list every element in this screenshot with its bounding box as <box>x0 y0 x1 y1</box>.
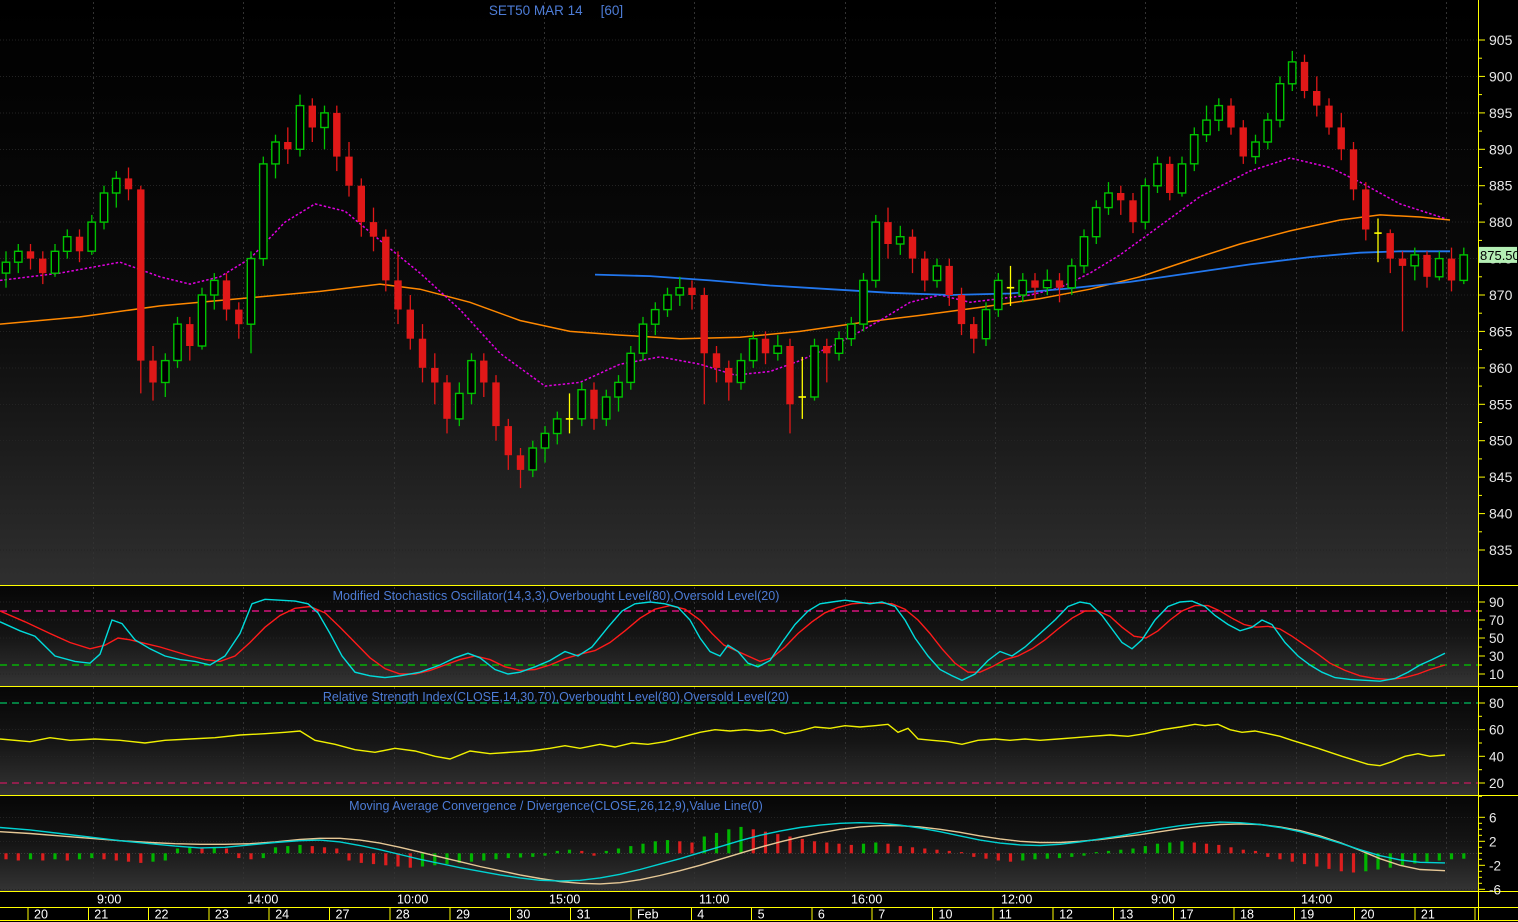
svg-text:27: 27 <box>336 908 350 922</box>
svg-text:20: 20 <box>34 908 48 922</box>
gridlines <box>0 2 1478 891</box>
svg-text:895: 895 <box>1489 105 1513 121</box>
svg-text:900: 900 <box>1489 68 1513 84</box>
svg-text:50: 50 <box>1489 631 1504 646</box>
svg-text:9:00: 9:00 <box>97 893 121 907</box>
svg-text:2: 2 <box>1489 834 1497 849</box>
svg-text:6: 6 <box>1489 810 1497 825</box>
svg-text:885: 885 <box>1489 178 1513 194</box>
svg-text:11: 11 <box>999 908 1012 922</box>
svg-text:28: 28 <box>396 908 410 922</box>
svg-text:880: 880 <box>1489 214 1513 230</box>
svg-text:6: 6 <box>818 908 825 922</box>
macd-axis: -6 -2 2 6 <box>1478 810 1501 897</box>
svg-text:905: 905 <box>1489 32 1513 48</box>
svg-text:-2: -2 <box>1489 858 1501 873</box>
svg-text:20: 20 <box>1361 908 1375 922</box>
svg-text:865: 865 <box>1489 323 1513 339</box>
svg-text:12: 12 <box>1059 908 1073 922</box>
svg-text:855: 855 <box>1489 396 1513 412</box>
svg-text:17: 17 <box>1180 908 1194 922</box>
candlesticks <box>1 50 1469 489</box>
svg-text:40: 40 <box>1489 749 1504 764</box>
svg-text:30: 30 <box>1489 649 1504 664</box>
last-price-badge: 875.50 <box>1479 246 1518 263</box>
svg-text:15:00: 15:00 <box>549 893 580 907</box>
svg-text:4: 4 <box>697 908 704 922</box>
svg-text:-6: -6 <box>1489 882 1501 897</box>
svg-text:21: 21 <box>94 908 108 922</box>
svg-text:Feb: Feb <box>637 908 659 922</box>
stochastic-axis: 10 30 50 70 90 <box>1478 595 1504 682</box>
svg-text:11:00: 11:00 <box>699 893 729 907</box>
stochastic-panel[interactable] <box>0 586 1478 686</box>
svg-text:10: 10 <box>1489 667 1504 682</box>
svg-text:10:00: 10:00 <box>397 893 428 907</box>
date-axis: 20 21 22 23 24 27 28 29 30 31 Feb 4 5 6 7 10 11 12 13 17 18 1… <box>27 908 1476 922</box>
svg-text:860: 860 <box>1489 360 1513 376</box>
svg-text:835: 835 <box>1489 542 1513 558</box>
svg-text:13: 13 <box>1119 908 1133 922</box>
time-axis: 9:00 14:00 10:00 15:00 11:00 16:00 12:00 9:00 14… <box>97 893 1332 907</box>
svg-text:840: 840 <box>1489 506 1513 522</box>
svg-text:80: 80 <box>1489 696 1504 711</box>
svg-text:24: 24 <box>275 908 289 922</box>
svg-text:29: 29 <box>456 908 470 922</box>
svg-text:31: 31 <box>577 908 591 922</box>
svg-text:19: 19 <box>1300 908 1314 922</box>
svg-text:875.50: 875.50 <box>1480 248 1518 263</box>
rsi-axis: 20 40 60 80 <box>1478 696 1504 797</box>
svg-text:60: 60 <box>1489 723 1504 738</box>
svg-text:90: 90 <box>1489 595 1504 610</box>
panel-separators <box>0 585 1518 921</box>
svg-text:890: 890 <box>1489 141 1513 157</box>
svg-text:845: 845 <box>1489 469 1513 485</box>
svg-text:12:00: 12:00 <box>1001 893 1032 907</box>
svg-text:16:00: 16:00 <box>851 893 882 907</box>
svg-text:14:00: 14:00 <box>247 893 278 907</box>
svg-text:9:00: 9:00 <box>1151 893 1175 907</box>
svg-text:70: 70 <box>1489 613 1504 628</box>
macd-series <box>0 821 1466 885</box>
svg-text:30: 30 <box>516 908 530 922</box>
svg-text:850: 850 <box>1489 433 1513 449</box>
price-panel[interactable] <box>0 0 1478 586</box>
svg-text:7: 7 <box>878 908 885 922</box>
svg-text:14:00: 14:00 <box>1301 893 1332 907</box>
moving-averages <box>0 157 1451 387</box>
svg-text:870: 870 <box>1489 287 1513 303</box>
svg-text:10: 10 <box>939 908 953 922</box>
svg-text:23: 23 <box>215 908 229 922</box>
svg-text:18: 18 <box>1240 908 1254 922</box>
svg-text:21: 21 <box>1421 908 1435 922</box>
svg-text:20: 20 <box>1489 776 1504 791</box>
rsi-panel[interactable] <box>0 687 1478 796</box>
svg-text:5: 5 <box>758 908 765 922</box>
stochastic-lines <box>0 598 1446 682</box>
rsi-line <box>0 723 1446 767</box>
svg-text:22: 22 <box>155 908 169 922</box>
